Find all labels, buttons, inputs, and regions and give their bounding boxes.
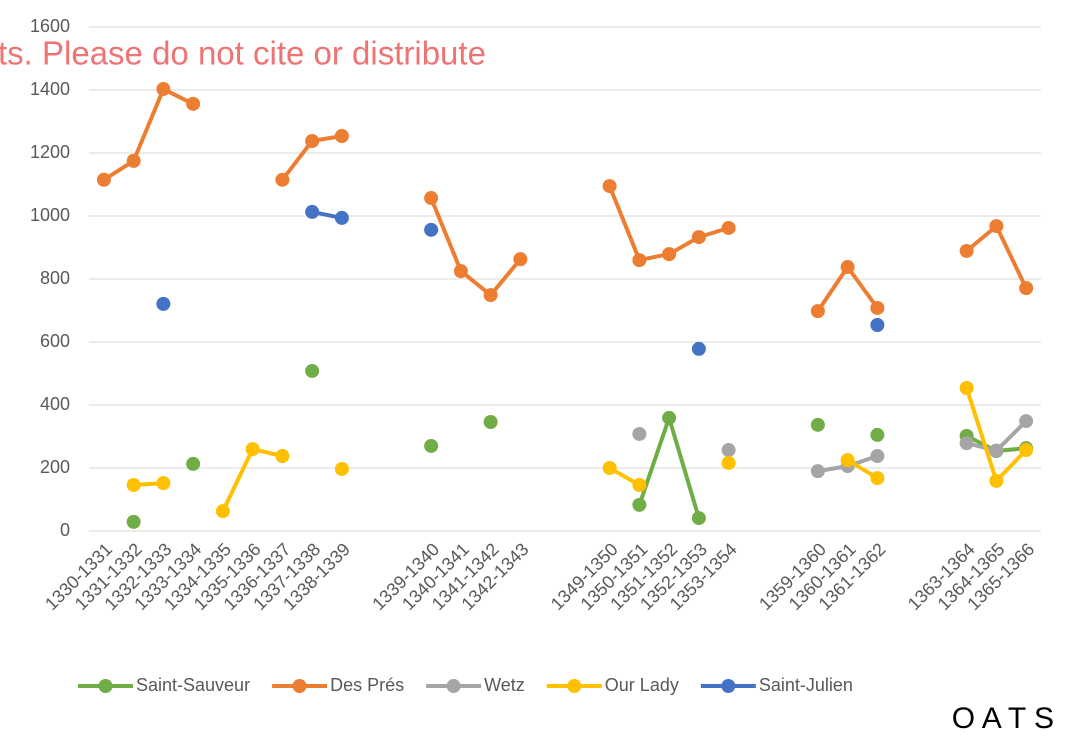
data-point [870, 427, 885, 442]
data-point [1019, 281, 1034, 296]
logo-text: O A T S [952, 702, 1054, 735]
data-point [1019, 414, 1034, 429]
data-point [632, 253, 647, 268]
data-point [870, 471, 885, 486]
data-point [662, 247, 677, 262]
data-point [275, 172, 290, 187]
data-point [156, 296, 171, 311]
data-point [186, 96, 201, 111]
y-tick-label: 1000 [30, 205, 70, 225]
data-point [691, 511, 706, 526]
data-point [959, 436, 974, 451]
data-point [305, 363, 320, 378]
data-point [275, 449, 290, 464]
legend-label: Wetz [484, 675, 525, 695]
data-point [989, 219, 1004, 234]
data-point [662, 410, 677, 425]
data-point [632, 426, 647, 441]
legend-item: Des Prés [272, 675, 404, 695]
y-tick-label: 200 [40, 457, 70, 477]
data-point [334, 128, 349, 143]
data-point [810, 304, 825, 319]
data-point [305, 204, 320, 219]
data-point [156, 82, 171, 97]
data-point [989, 473, 1004, 488]
legend-marker [446, 679, 461, 693]
legend-marker [567, 679, 582, 693]
data-point [96, 172, 111, 187]
data-point [632, 497, 647, 512]
data-point [989, 443, 1004, 458]
data-point [870, 449, 885, 464]
legend-label: Des Prés [330, 675, 404, 695]
data-point [305, 134, 320, 149]
data-point [245, 442, 260, 457]
data-point [126, 478, 141, 493]
data-point [632, 478, 647, 493]
legend-marker [292, 679, 307, 693]
data-point [691, 230, 706, 245]
data-point [334, 210, 349, 225]
data-point [483, 415, 498, 430]
data-point [215, 504, 230, 519]
y-tick-label: 1200 [30, 142, 70, 162]
data-point [810, 464, 825, 479]
data-point [424, 438, 439, 453]
data-point [424, 222, 439, 237]
data-point [126, 153, 141, 168]
series-line [312, 212, 877, 325]
y-tick-label: 600 [40, 331, 70, 351]
series-line [101, 87, 1029, 314]
data-point [840, 453, 855, 468]
legend-item: Wetz [426, 675, 525, 695]
data-point [483, 288, 498, 303]
legend-marker [98, 679, 113, 693]
data-point [870, 317, 885, 332]
y-tick-label: 0 [60, 520, 70, 540]
watermark: ts. Please do not cite or distribute [0, 35, 486, 72]
legend-item: Saint-Sauveur [78, 675, 250, 695]
legend-marker [721, 679, 736, 693]
legend-item: Our Lady [546, 675, 679, 695]
data-point [126, 514, 141, 529]
data-point [721, 443, 736, 458]
series-line [131, 386, 1029, 514]
data-point [810, 417, 825, 432]
legend-label: Our Lady [605, 675, 679, 695]
data-point [691, 341, 706, 356]
data-point [870, 300, 885, 315]
data-point [453, 264, 468, 279]
y-tick-label: 1400 [30, 79, 70, 99]
legend-label: Saint-Julien [759, 675, 853, 695]
y-tick-label: 800 [40, 268, 70, 288]
legend-label: Saint-Sauveur [136, 675, 250, 695]
legend-item: Saint-Julien [700, 675, 853, 695]
data-point [721, 455, 736, 470]
data-point [840, 260, 855, 275]
data-point [959, 243, 974, 258]
data-point [424, 191, 439, 206]
data-point [602, 179, 617, 194]
data-point [156, 476, 171, 491]
data-point [513, 252, 528, 267]
y-tick-label: 400 [40, 394, 70, 414]
data-point [1019, 443, 1034, 458]
data-point [186, 456, 201, 471]
data-point [334, 461, 349, 476]
data-point [959, 380, 974, 395]
y-tick-label: 1600 [30, 16, 70, 36]
data-point [602, 461, 617, 475]
data-point [721, 220, 736, 235]
